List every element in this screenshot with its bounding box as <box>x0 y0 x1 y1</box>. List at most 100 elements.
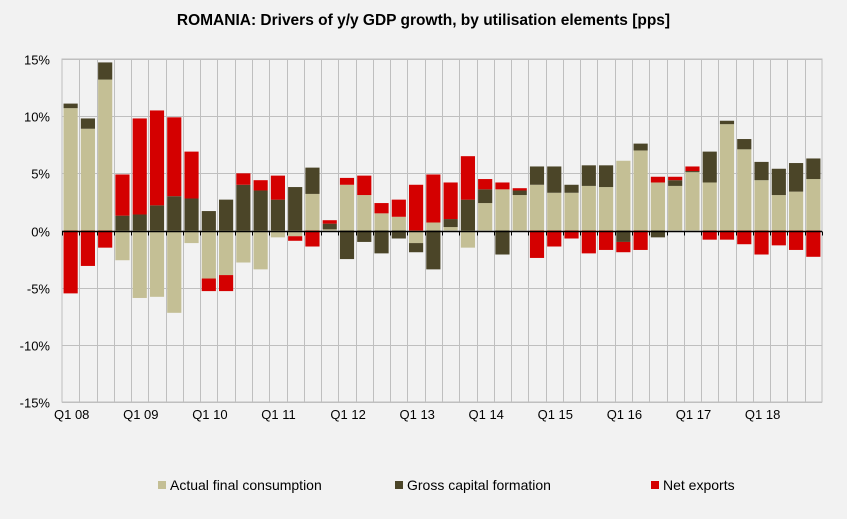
bar-gross-capital-formation <box>149 205 165 231</box>
bar-actual-final-consumption <box>599 187 614 231</box>
bar-net-exports <box>460 156 475 200</box>
bar-net-exports <box>357 175 372 196</box>
bar-actual-final-consumption <box>305 193 320 231</box>
legend-item-net-exports: Net exports <box>651 477 735 493</box>
bar-gross-capital-formation <box>236 184 251 231</box>
bar-gross-capital-formation <box>270 199 285 231</box>
bar-net-exports <box>270 175 285 200</box>
x-tick-label: Q1 11 <box>261 407 295 422</box>
bar-gross-capital-formation <box>633 143 648 151</box>
bar-gross-capital-formation <box>98 62 113 80</box>
chart-title: ROMANIA: Drivers of y/y GDP growth, by u… <box>176 12 671 29</box>
x-tick-label: Q1 18 <box>745 407 780 422</box>
bar-actual-final-consumption <box>409 230 424 244</box>
bar-actual-final-consumption <box>219 230 234 276</box>
bar-net-exports <box>650 176 665 183</box>
bar-net-exports <box>374 203 389 214</box>
y-tick-label: -5% <box>27 282 51 297</box>
legend-item-gross-capital-formation: Gross capital formation <box>365 477 551 493</box>
bar-gross-capital-formation <box>564 184 579 193</box>
bar-net-exports <box>512 188 527 191</box>
bar-gross-capital-formation <box>754 161 769 181</box>
bar-actual-final-consumption <box>270 230 285 238</box>
bar-gross-capital-formation <box>201 211 216 231</box>
x-tick-label: Q1 10 <box>192 407 227 422</box>
bar-gross-capital-formation <box>374 230 389 254</box>
bar-gross-capital-formation <box>771 168 786 196</box>
x-tick-label: Q1 14 <box>469 407 504 422</box>
bar-actual-final-consumption <box>322 229 337 231</box>
bar-actual-final-consumption <box>98 79 113 231</box>
bar-gross-capital-formation <box>650 230 665 238</box>
axis-layer <box>62 230 823 236</box>
bar-net-exports <box>253 180 268 191</box>
bar-net-exports <box>322 220 337 224</box>
bar-net-exports <box>581 230 596 254</box>
bar-net-exports <box>702 230 717 240</box>
bar-actual-final-consumption <box>201 230 216 279</box>
y-tick-label: -15% <box>20 396 51 411</box>
legend-swatch-net-exports <box>651 481 659 489</box>
bar-actual-final-consumption <box>184 230 199 244</box>
bar-actual-final-consumption <box>460 230 475 248</box>
x-tick-label: Q1 16 <box>607 407 642 422</box>
bar-gross-capital-formation <box>599 165 614 188</box>
bar-net-exports <box>478 179 493 190</box>
legend-label: Actual final consumption <box>170 477 322 493</box>
bar-gross-capital-formation <box>512 190 527 196</box>
bar-net-exports <box>115 174 130 216</box>
legend-item-actual-final-consumption: Actual final consumption <box>158 477 322 493</box>
bar-net-exports <box>668 176 683 181</box>
bar-actual-final-consumption <box>253 230 268 270</box>
bar-net-exports <box>789 230 804 250</box>
bar-actual-final-consumption <box>547 192 562 231</box>
bar-actual-final-consumption <box>426 222 441 231</box>
legend-swatch-actual-final-consumption <box>158 481 166 489</box>
bar-net-exports <box>305 230 320 247</box>
bar-actual-final-consumption <box>478 203 493 231</box>
bar-actual-final-consumption <box>685 172 700 231</box>
bar-net-exports <box>132 118 147 215</box>
bar-actual-final-consumption <box>80 128 95 231</box>
bar-actual-final-consumption <box>512 195 527 231</box>
bar-gross-capital-formation <box>443 219 458 228</box>
bar-net-exports <box>426 174 441 223</box>
legend-label: Gross capital formation <box>407 477 551 493</box>
bar-gross-capital-formation <box>288 187 303 231</box>
x-tick-label: Q1 09 <box>123 407 158 422</box>
bar-actual-final-consumption <box>339 184 355 231</box>
bar-net-exports <box>391 199 406 217</box>
bar-net-exports <box>529 230 545 258</box>
bar-gross-capital-formation <box>495 230 510 255</box>
x-tick-label: Q1 13 <box>400 407 435 422</box>
bar-actual-final-consumption <box>719 124 735 231</box>
bar-actual-final-consumption <box>529 184 545 231</box>
bar-gross-capital-formation <box>581 165 596 186</box>
bar-net-exports <box>495 182 510 190</box>
bar-actual-final-consumption <box>754 180 769 231</box>
bar-net-exports <box>98 230 113 248</box>
bar-actual-final-consumption <box>789 191 804 231</box>
bar-actual-final-consumption <box>581 185 596 231</box>
bar-gross-capital-formation <box>132 214 147 231</box>
bar-actual-final-consumption <box>806 179 821 231</box>
bar-actual-final-consumption <box>564 192 579 231</box>
bar-actual-final-consumption <box>650 182 665 231</box>
bar-actual-final-consumption <box>771 195 786 231</box>
bar-gross-capital-formation <box>80 118 95 129</box>
bar-gross-capital-formation <box>322 223 337 230</box>
bar-gross-capital-formation <box>719 120 735 125</box>
bars-layer <box>63 62 821 313</box>
bar-gross-capital-formation <box>167 196 182 231</box>
bar-gross-capital-formation <box>685 171 700 173</box>
legend-swatch-gross-capital-formation <box>395 481 403 489</box>
x-tick-label: Q1 12 <box>330 407 365 422</box>
bar-gross-capital-formation <box>184 198 199 231</box>
bar-actual-final-consumption <box>702 182 717 231</box>
bar-net-exports <box>599 230 614 250</box>
bar-net-exports <box>685 166 700 172</box>
bar-net-exports <box>63 230 78 294</box>
bar-net-exports <box>288 236 303 241</box>
bar-gross-capital-formation <box>547 166 562 193</box>
bar-actual-final-consumption <box>115 230 130 261</box>
